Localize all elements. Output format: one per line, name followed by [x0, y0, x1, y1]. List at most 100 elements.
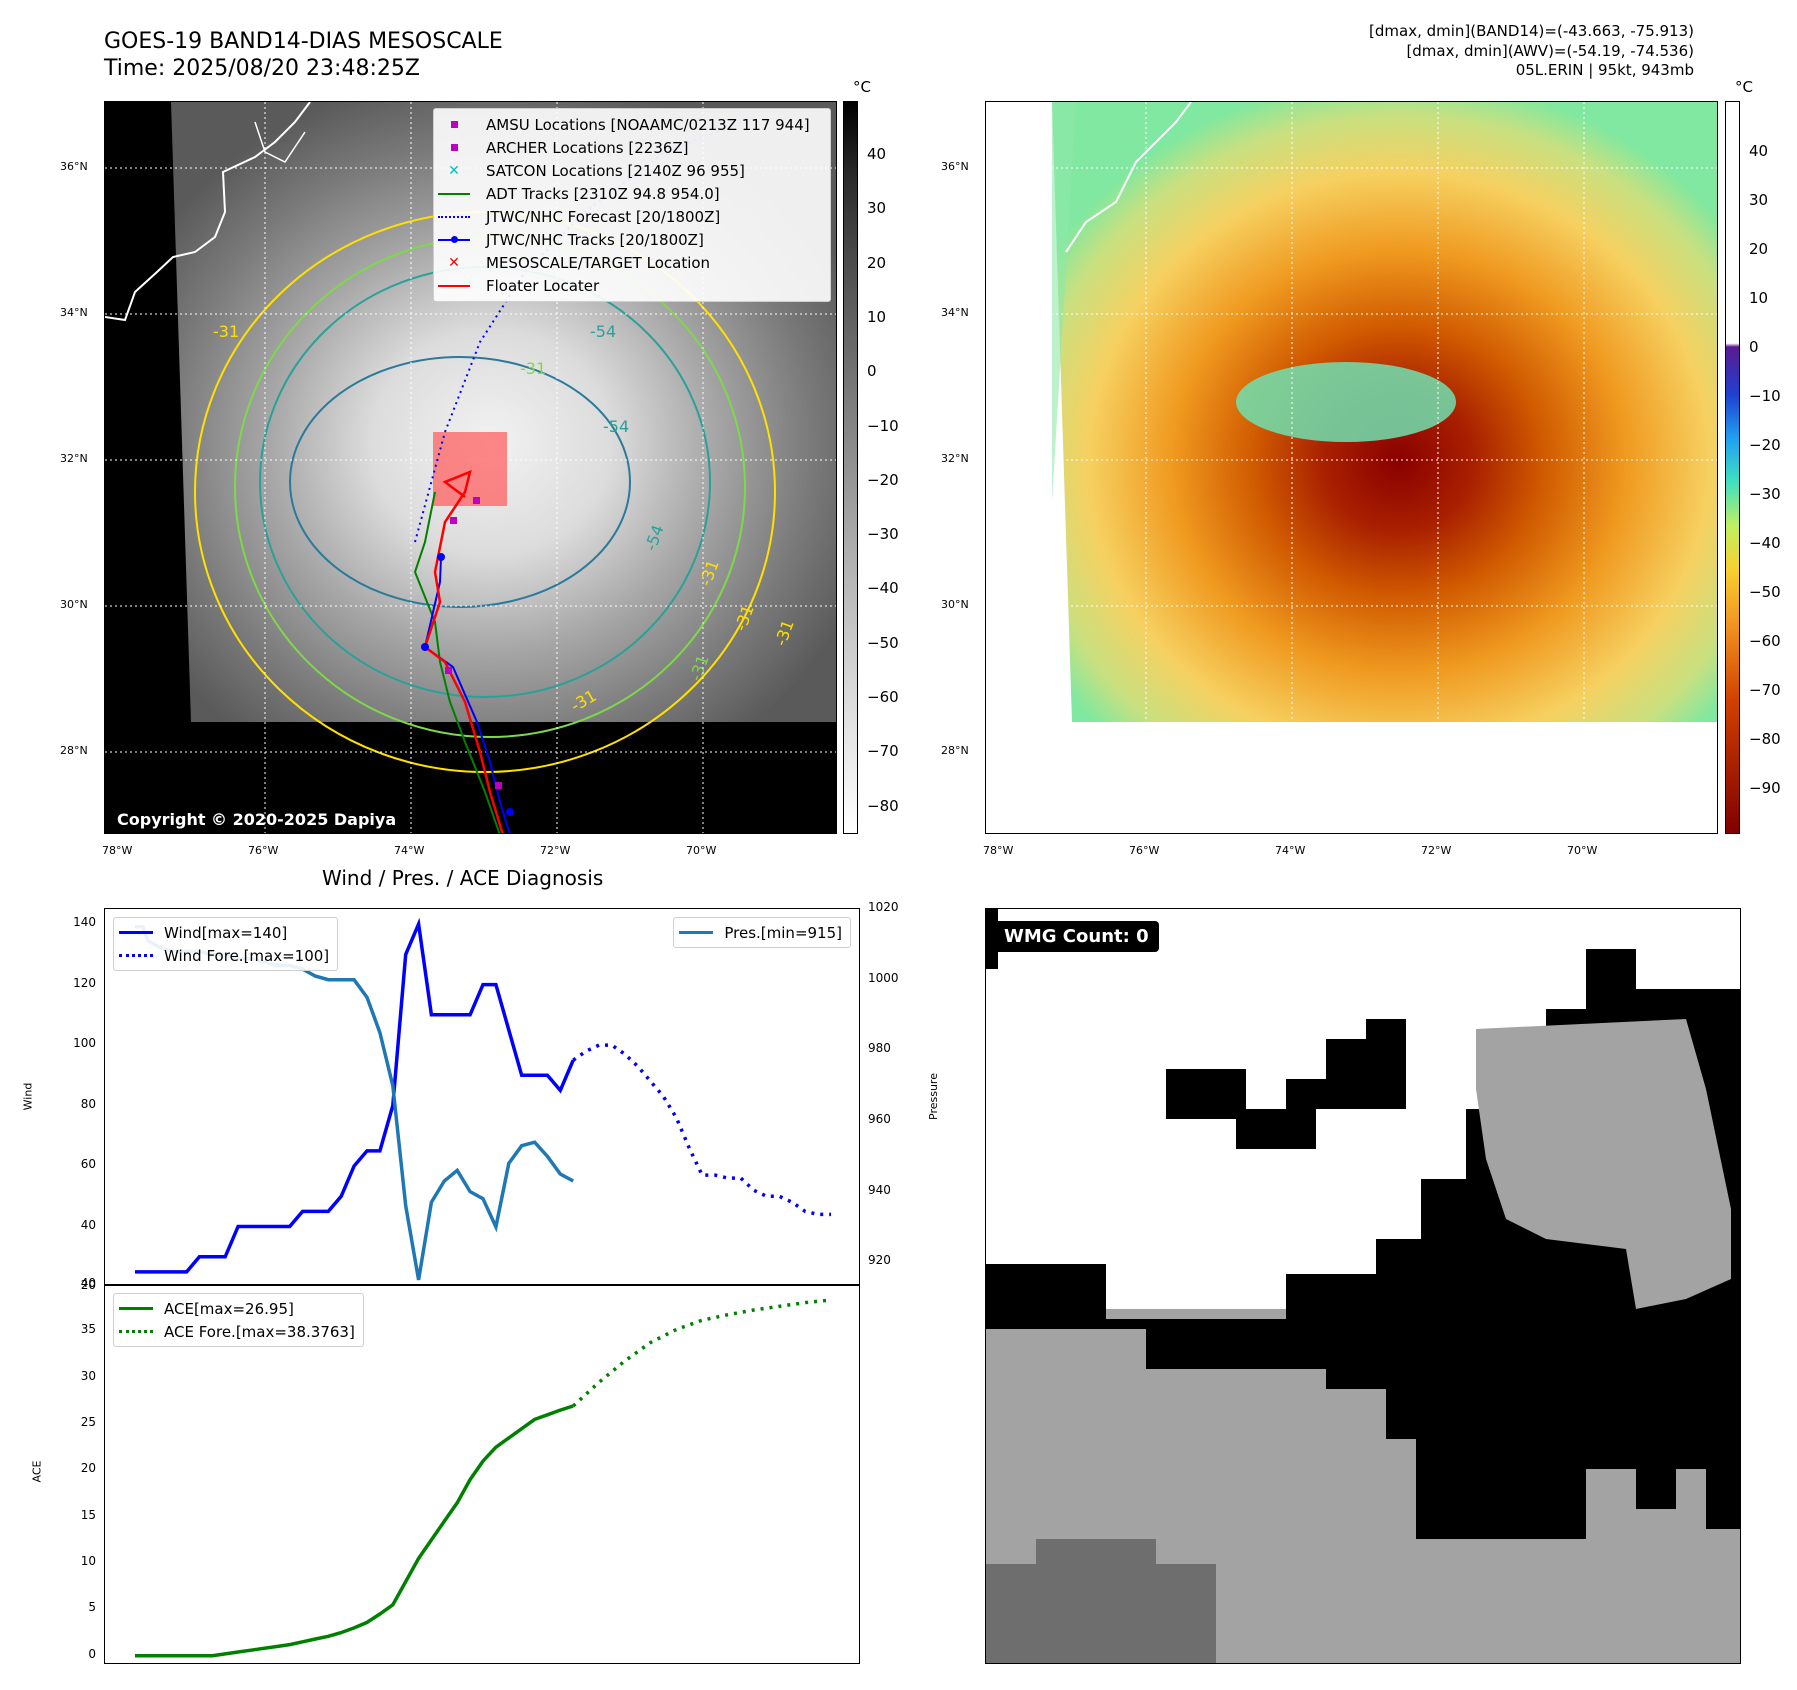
ace-plot	[135, 1298, 832, 1658]
color-colorbar-tick: −60	[1749, 632, 1781, 650]
pressure-tick: 980	[868, 1041, 891, 1056]
lat-label: 30°N	[60, 598, 88, 611]
legend-satcon: ✕ SATCON Locations [2140Z 96 955]	[448, 161, 745, 180]
gray-colorbar-tick: −30	[867, 525, 899, 544]
ace-tick: 5	[88, 1600, 96, 1615]
amsu-point	[445, 667, 452, 674]
wind-axis-label: Wind	[21, 1082, 35, 1111]
lat-label: 34°N	[941, 306, 969, 319]
gray-colorbar	[843, 101, 858, 834]
nhc-point	[506, 808, 514, 816]
contour-label: -54	[590, 322, 616, 341]
pressure-series-line-0	[135, 924, 575, 1281]
legend-ace-fore: ACE Fore.[max=38.3763]	[118, 1320, 355, 1343]
legend-pres: Pres.[min=915]	[678, 921, 842, 944]
color-colorbar-tick: 0	[1749, 338, 1759, 356]
gray-colorbar-tick: −50	[867, 633, 899, 652]
line-icon	[119, 1307, 153, 1310]
wmg-grid	[986, 909, 1740, 1663]
wmg-dark-region	[986, 1564, 1216, 1663]
nhc-point	[421, 643, 429, 651]
coastline-2	[254, 121, 306, 163]
archer-point	[473, 497, 480, 504]
ace-tick: 15	[80, 1507, 96, 1522]
wind-pres-panel: Wind[max=140] Wind Fore.[max=100] Pres.[…	[104, 908, 860, 1286]
lat-label: 36°N	[60, 160, 88, 173]
x-icon: ✕	[448, 162, 460, 179]
pressure-tick: 940	[868, 1182, 891, 1197]
color-colorbar-unit: °C	[1735, 78, 1753, 96]
color-colorbar-tick: −10	[1749, 387, 1781, 405]
x-icon: ✕	[448, 254, 460, 271]
map-legend: AMSU Locations [NOAAMC/0213Z 117 944] AR…	[433, 108, 831, 302]
lon-label: 78°W	[102, 844, 133, 857]
forecast-track	[414, 116, 756, 543]
lon-label: 70°W	[686, 844, 717, 857]
dry-slot	[1236, 362, 1456, 442]
lon-label: 74°W	[394, 844, 425, 857]
gray-colorbar-tick: −40	[867, 579, 899, 598]
ir-map: -31 -54 -31 -54 -54 -31 -31 -31 -31 -31	[104, 101, 837, 834]
nhc-point	[437, 553, 445, 561]
map-time: Time: 2025/08/20 23:48:25Z	[104, 56, 420, 81]
dmax-band14: [dmax, dmin](BAND14)=(-43.663, -75.913)	[1369, 22, 1694, 40]
ace-legend: ACE[max=26.95] ACE Fore.[max=38.3763]	[113, 1293, 364, 1347]
pressure-axis-label: Pressure	[926, 1073, 940, 1120]
coastline	[105, 102, 311, 322]
line-icon	[119, 931, 153, 934]
lon-label: 76°W	[248, 844, 279, 857]
gray-colorbar-tick: 10	[867, 307, 887, 326]
lon-label: 72°W	[1421, 844, 1452, 857]
contour-label: -31	[213, 322, 239, 341]
color-colorbar-tick: −70	[1749, 681, 1781, 699]
color-colorbar-tick: 30	[1749, 191, 1769, 209]
wmg-count: WMG Count: 0	[994, 921, 1159, 952]
color-colorbar	[1725, 101, 1740, 834]
color-colorbar-tick: −50	[1749, 583, 1781, 601]
gray-colorbar-unit: °C	[853, 78, 871, 96]
ace-tick: 20	[80, 1461, 96, 1476]
storm-info: 05L.ERIN | 95kt, 943mb	[1515, 61, 1694, 79]
legend-target: ✕ MESOSCALE/TARGET Location	[448, 253, 711, 272]
copyright: Copyright © 2020-2025 Dapiya	[117, 810, 397, 829]
wind-series-line-0	[135, 917, 575, 1274]
coastline	[1065, 102, 1192, 253]
map-title: GOES-19 BAND14-DIAS MESOSCALE	[104, 29, 503, 54]
map-gridlines	[105, 102, 836, 833]
wind-tick: 60	[80, 1157, 96, 1172]
wind-tick: 100	[73, 1036, 96, 1051]
wind-series-line-1	[572, 1043, 831, 1217]
pressure-tick: 1000	[868, 970, 899, 985]
wind-tick: 40	[80, 1217, 96, 1232]
dmax-awv: [dmax, dmin](AWV)=(-54.19, -74.536)	[1406, 42, 1694, 60]
legend-forecast: JTWC/NHC Forecast [20/1800Z]	[434, 205, 830, 228]
western-edge	[1052, 102, 1076, 502]
lat-label: 30°N	[941, 598, 969, 611]
wmg-panel: WMG Count: 0	[985, 908, 1741, 1664]
contour-label: -31	[520, 359, 546, 378]
gray-colorbar-tick: −20	[867, 470, 899, 489]
gray-colorbar-tick: −60	[867, 688, 899, 706]
wind-tick: 140	[73, 915, 96, 930]
contour-blue	[289, 356, 631, 608]
lat-label: 34°N	[60, 306, 88, 319]
floater-box	[433, 432, 507, 506]
color-colorbar-tick: −30	[1749, 485, 1781, 503]
awv-map-canvas	[986, 102, 1717, 833]
wind-tick: 20	[80, 1278, 96, 1292]
amsu-point	[495, 782, 502, 789]
ace-axis-label: ACE	[30, 1460, 44, 1483]
dotted-line-icon	[438, 215, 470, 218]
dotted-line-icon	[119, 954, 153, 957]
wind-legend: Wind[max=140] Wind Fore.[max=100]	[113, 917, 339, 971]
color-colorbar-tick: 10	[1749, 289, 1769, 307]
legend-floater: Floater Locater	[434, 274, 830, 297]
color-colorbar-tick: −80	[1749, 730, 1781, 748]
gray-colorbar-tick: −80	[867, 796, 899, 815]
pres-legend: Pres.[min=915]	[673, 917, 851, 948]
ace-tick: 10	[80, 1554, 96, 1569]
lat-label: 32°N	[941, 452, 969, 465]
lat-label: 36°N	[941, 160, 969, 173]
pressure-tick: 960	[868, 1111, 891, 1126]
wind-tick: 80	[80, 1096, 96, 1111]
